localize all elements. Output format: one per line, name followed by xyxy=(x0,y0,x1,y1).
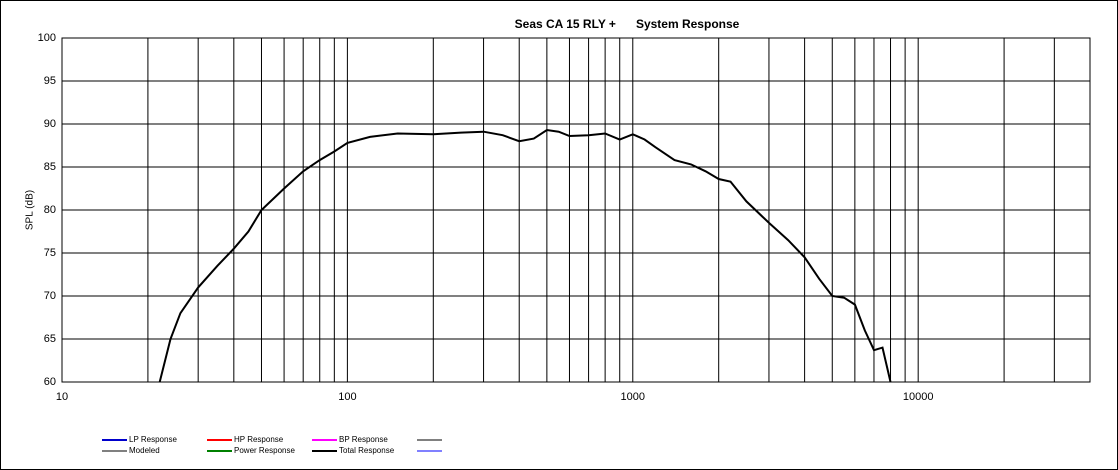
x-tick-label: 10000 xyxy=(903,391,934,403)
y-tick-label: 65 xyxy=(44,333,56,345)
legend-label: Power Response xyxy=(234,446,295,455)
chart-title: Seas CA 15 RLY + System Response xyxy=(515,17,740,31)
y-tick-label: 60 xyxy=(44,376,56,388)
legend-label: Modeled xyxy=(129,446,160,455)
x-tick-label: 10 xyxy=(56,391,68,403)
y-tick-label: 95 xyxy=(44,75,56,87)
x-tick-label: 1000 xyxy=(621,391,645,403)
y-tick-label: 90 xyxy=(44,118,56,130)
y-axis-label: SPL (dB) xyxy=(25,190,36,230)
legend-label: Total Response xyxy=(339,446,395,455)
legend-label: LP Response xyxy=(129,435,177,444)
legend-label: BP Response xyxy=(339,435,388,444)
x-tick-label: 100 xyxy=(338,391,356,403)
y-tick-label: 85 xyxy=(44,161,56,173)
y-tick-label: 80 xyxy=(44,204,56,216)
y-tick-label: 75 xyxy=(44,247,56,259)
line-series xyxy=(158,128,892,383)
y-tick-label: 70 xyxy=(44,290,56,302)
y-tick-label: 100 xyxy=(38,32,56,44)
legend-label: HP Response xyxy=(234,435,284,444)
